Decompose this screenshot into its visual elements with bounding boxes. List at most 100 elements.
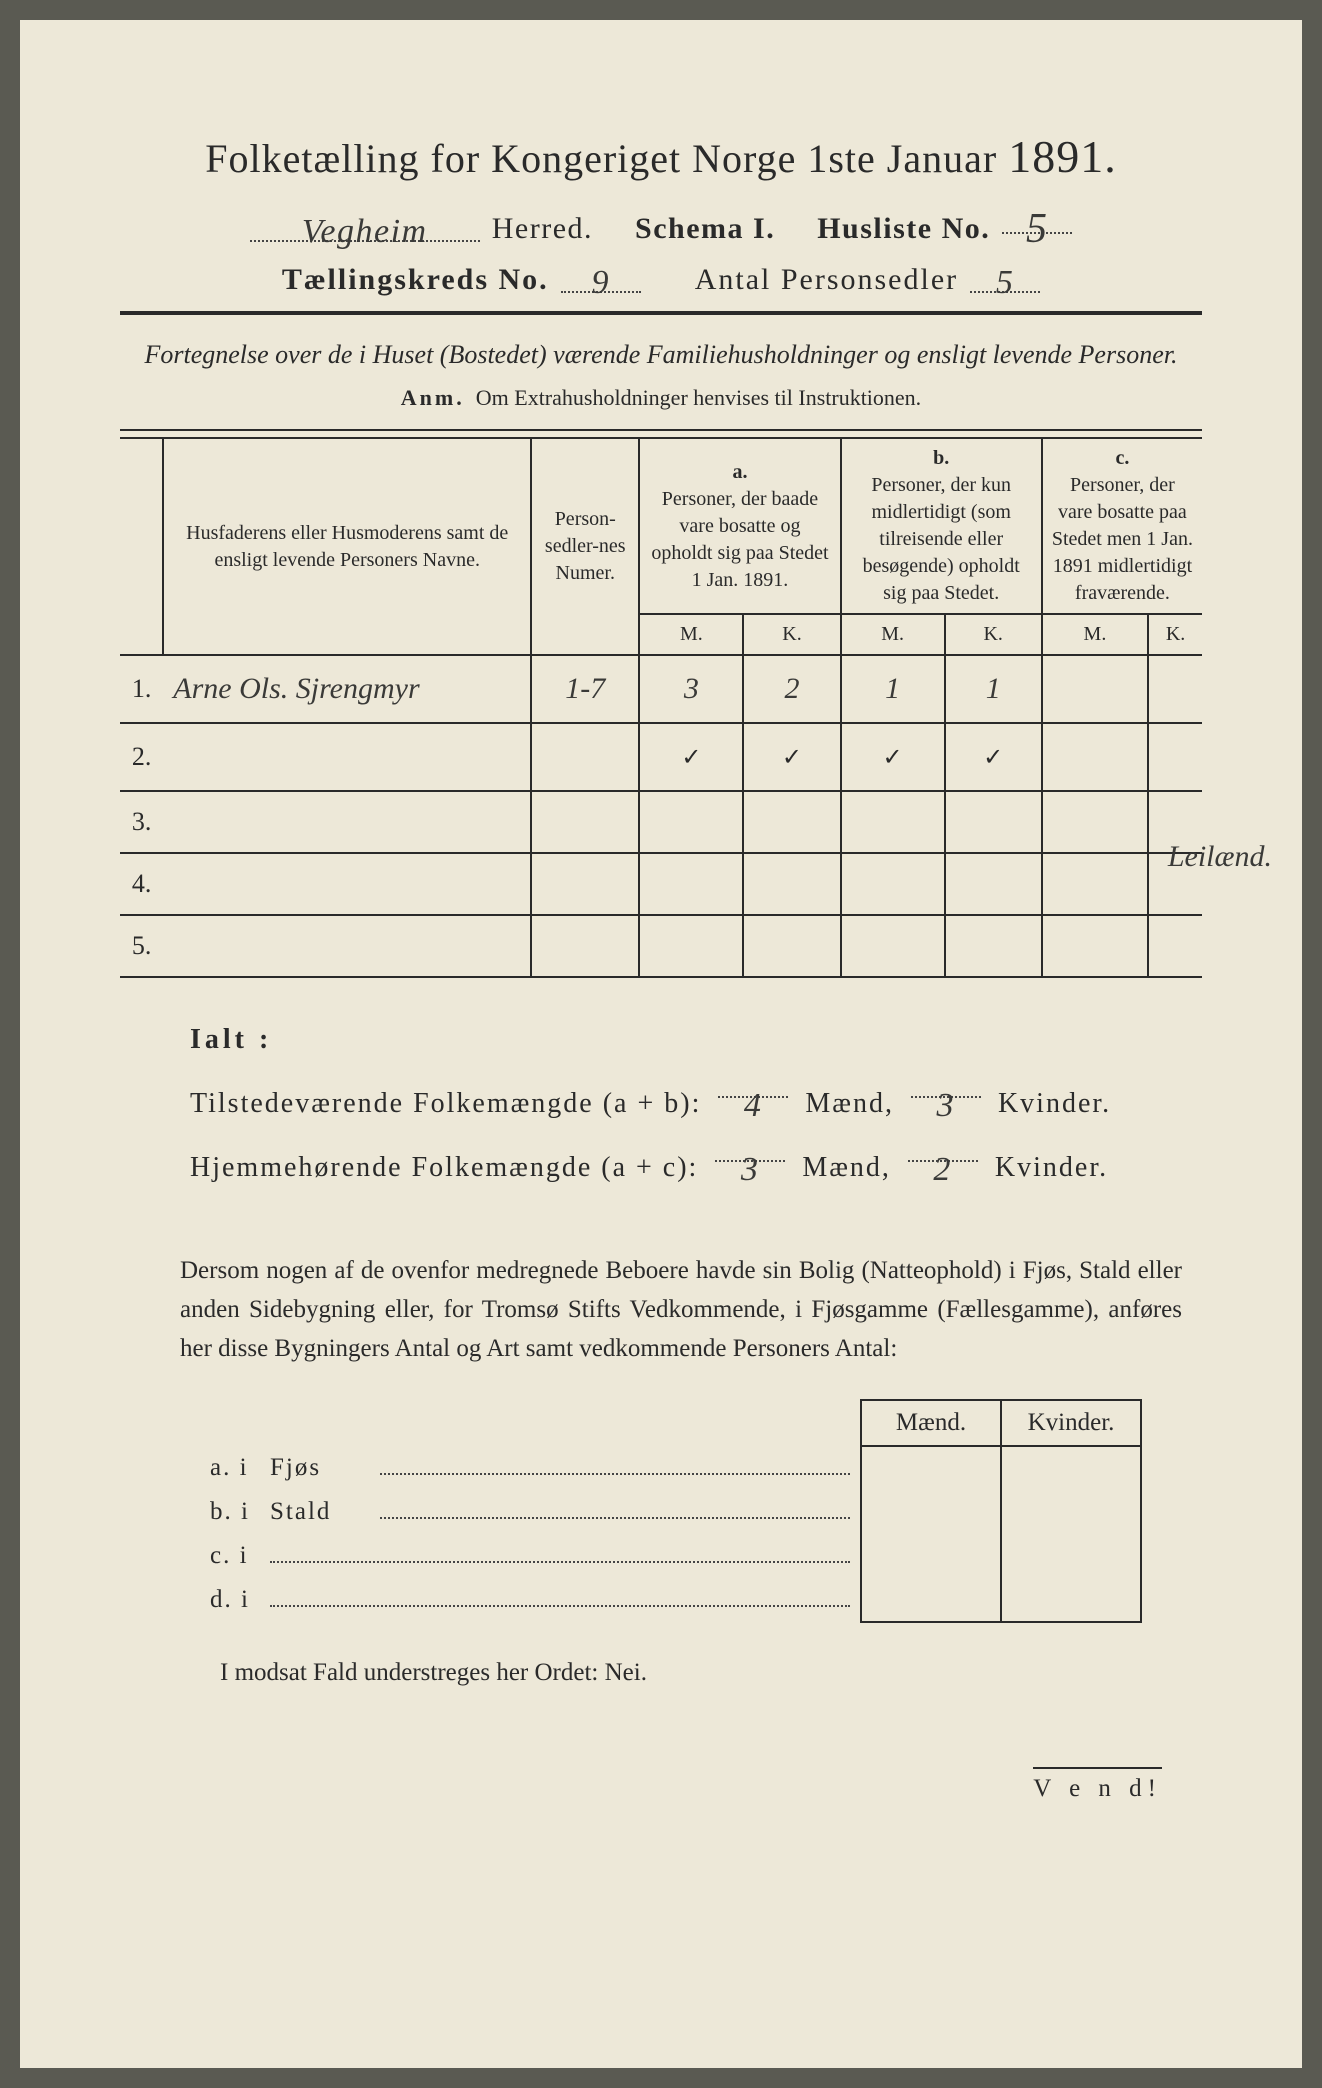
byg-word: Stald (270, 1498, 360, 1526)
byg-m (861, 1534, 1001, 1578)
byg-k (1001, 1578, 1141, 1622)
header-line-2: Vegheim Herred. Schema I. Husliste No. 5 (120, 201, 1202, 246)
bygning-table-wrap: Mænd. Kvinder. a. i Fjøs b. i (200, 1399, 1142, 1623)
header-line-3: Tællingskreds No. 9 Antal Personsedler 5 (120, 260, 1202, 297)
table-row: 5. (120, 915, 1202, 977)
byg-m (861, 1446, 1001, 1490)
ialt2-label: Hjemmehørende Folkemængde (a + c): (190, 1152, 698, 1183)
a-k-head: K. (743, 614, 840, 655)
census-form-page: Folketælling for Kongeriget Norge 1ste J… (20, 20, 1302, 2068)
table-row: 3. (120, 791, 1202, 853)
margin-note: Leilænd. (1168, 840, 1272, 874)
dots (270, 1592, 850, 1607)
col-rownum (120, 438, 163, 655)
header-rule (120, 311, 1202, 315)
byg-k (1001, 1490, 1141, 1534)
grp-b-text: Personer, der kun midlertidigt (som tilr… (863, 474, 1020, 604)
cell-c-m (1042, 791, 1148, 853)
byg-empty-head (200, 1400, 861, 1446)
byg-lead: c. i (210, 1542, 250, 1570)
byg-lead: a. i (210, 1454, 250, 1482)
row-name (163, 853, 531, 915)
anm-label: Anm. (401, 385, 465, 410)
grp-c-text: Personer, der vare bosatte paa Stedet me… (1052, 474, 1193, 604)
c-m-head: M. (1042, 614, 1148, 655)
cell-a-m (639, 791, 743, 853)
maend-label: Mænd, (805, 1088, 894, 1119)
cell-c-m (1042, 853, 1148, 915)
cell-a-k: ✓ (782, 745, 802, 771)
byg-row: c. i (200, 1534, 1141, 1578)
kreds-label: Tællingskreds No. (282, 263, 549, 297)
ialt-line-1: Tilstedeværende Folkemængde (a + b): 4 M… (190, 1068, 1202, 1132)
byg-k (1001, 1534, 1141, 1578)
col-group-c: c. Personer, der vare bosatte paa Stedet… (1042, 438, 1202, 614)
husliste-label: Husliste No. (817, 212, 990, 246)
byg-row: a. i Fjøs (200, 1446, 1141, 1490)
ialt-heading: Ialt : (190, 1012, 1202, 1068)
subtitle: Fortegnelse over de i Huset (Bostedet) v… (120, 337, 1202, 373)
cell-b-k: ✓ (983, 745, 1003, 771)
row-num: 1. (120, 655, 163, 723)
herred-label: Herred. (492, 212, 593, 246)
col-group-a: a. Personer, der baade vare bosatte og o… (639, 438, 840, 614)
cell-a-m: 3 (684, 672, 699, 705)
cell-b-m (841, 853, 945, 915)
cell-b-k (945, 791, 1042, 853)
grp-c-tag: c. (1115, 447, 1129, 469)
nei-line: I modsat Fald understreges her Ordet: Ne… (220, 1659, 1202, 1687)
row-name (163, 915, 531, 977)
byg-word: Fjøs (270, 1454, 360, 1482)
cell-c-k (1148, 915, 1202, 977)
kvinder-label: Kvinder. (998, 1088, 1111, 1119)
grp-b-tag: b. (933, 447, 949, 469)
row-num: 4. (120, 853, 163, 915)
row-sedler (531, 853, 639, 915)
kreds-value: 9 (591, 264, 610, 301)
cell-a-k (743, 915, 840, 977)
cell-a-m (639, 915, 743, 977)
title: Folketælling for Kongeriget Norge 1ste J… (120, 130, 1202, 183)
cell-a-k: 2 (784, 672, 799, 705)
ialt-line-2: Hjemmehørende Folkemængde (a + c): 3 Mæn… (190, 1132, 1202, 1196)
vend-label: V e n d! (1033, 1767, 1162, 1803)
row-num: 5. (120, 915, 163, 977)
bygning-table: Mænd. Kvinder. a. i Fjøs b. i (200, 1399, 1142, 1623)
grp-a-tag: a. (732, 461, 747, 483)
title-text: Folketælling for Kongeriget Norge 1ste J… (205, 136, 997, 181)
byg-row: d. i (200, 1578, 1141, 1622)
byg-k (1001, 1446, 1141, 1490)
cell-b-m: ✓ (883, 745, 903, 771)
byg-row: b. i Stald (200, 1490, 1141, 1534)
husliste-value: 5 (1026, 206, 1049, 252)
dots (270, 1548, 850, 1563)
main-table: Husfaderens eller Husmoderens samt de en… (120, 437, 1202, 978)
table-body: 1. Arne Ols. Sjrengmyr 1-7 3 2 1 1 2. ✓ … (120, 655, 1202, 977)
col-names-text: Husfaderens eller Husmoderens samt de en… (186, 522, 508, 571)
ialt-section: Ialt : Tilstedeværende Folkemængde (a + … (190, 1012, 1202, 1196)
byg-lead: b. i (210, 1498, 250, 1526)
cell-b-k: 1 (986, 672, 1001, 705)
row-name: Arne Ols. Sjrengmyr (173, 672, 419, 705)
cell-b-m: 1 (885, 672, 900, 705)
table-row: 1. Arne Ols. Sjrengmyr 1-7 3 2 1 1 (120, 655, 1202, 723)
kvinder-label: Kvinder. (995, 1152, 1108, 1183)
anm-rule (120, 429, 1202, 431)
anm-line: Anm. Om Extrahusholdninger henvises til … (120, 385, 1202, 411)
header: Folketælling for Kongeriget Norge 1ste J… (120, 130, 1202, 315)
byg-m (861, 1490, 1001, 1534)
col-num: Person-sedler-nes Numer. (531, 438, 639, 655)
row-name (163, 791, 531, 853)
cell-b-k (945, 915, 1042, 977)
ialt1-label: Tilstedeværende Folkemængde (a + b): (190, 1088, 701, 1119)
row-num: 3. (120, 791, 163, 853)
cell-a-m: ✓ (681, 745, 701, 771)
cell-a-k (743, 853, 840, 915)
schema-label: Schema I. (635, 212, 775, 246)
cell-a-k (743, 791, 840, 853)
herred-value: Vegheim (302, 213, 428, 250)
ialt2-k: 2 (933, 1151, 952, 1188)
b-m-head: M. (841, 614, 945, 655)
byg-head-m: Mænd. (861, 1400, 1001, 1446)
personsedler-value: 5 (996, 264, 1015, 301)
